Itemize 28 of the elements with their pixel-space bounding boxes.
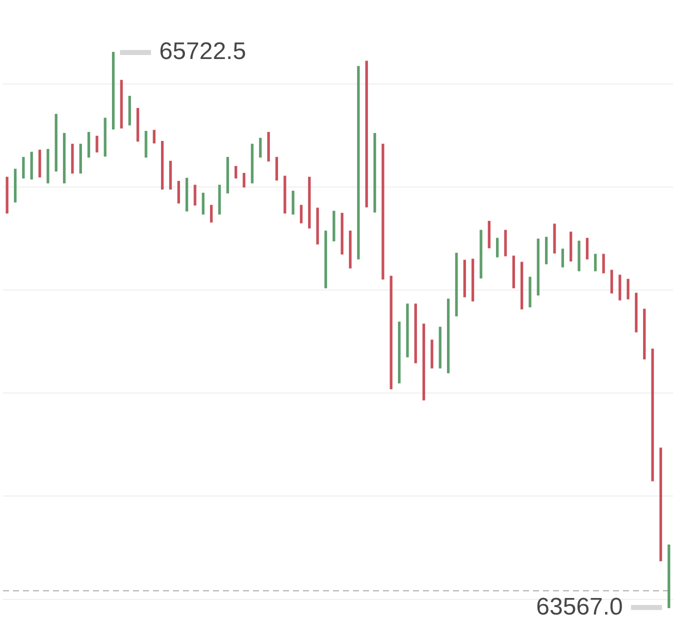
candlestick xyxy=(545,236,548,264)
candlestick xyxy=(275,156,278,181)
candlestick xyxy=(496,238,499,258)
candlestick xyxy=(578,240,580,272)
candlestick xyxy=(259,138,262,158)
candlestick xyxy=(202,192,205,215)
annotation: 63567.0 xyxy=(536,593,623,620)
candlestick xyxy=(161,140,164,190)
candlestick xyxy=(390,276,392,390)
candlestick xyxy=(446,298,450,374)
candlestick xyxy=(602,254,605,274)
candlestick xyxy=(210,204,213,223)
candlestick xyxy=(365,60,368,208)
candlestick xyxy=(634,292,638,332)
candlestick xyxy=(292,190,294,215)
candlestick xyxy=(104,118,106,157)
candlestick xyxy=(594,254,597,272)
candlestick xyxy=(79,144,82,174)
candlestick xyxy=(300,204,303,224)
annotation: 65722.5 xyxy=(159,38,246,65)
candlestick xyxy=(651,348,654,482)
candlestick xyxy=(87,132,90,158)
candlestick xyxy=(136,108,140,142)
candlestick xyxy=(488,220,490,248)
candlestick xyxy=(218,184,221,215)
candlestick xyxy=(71,144,74,174)
candlestick xyxy=(626,278,630,300)
candlestick xyxy=(463,260,466,298)
